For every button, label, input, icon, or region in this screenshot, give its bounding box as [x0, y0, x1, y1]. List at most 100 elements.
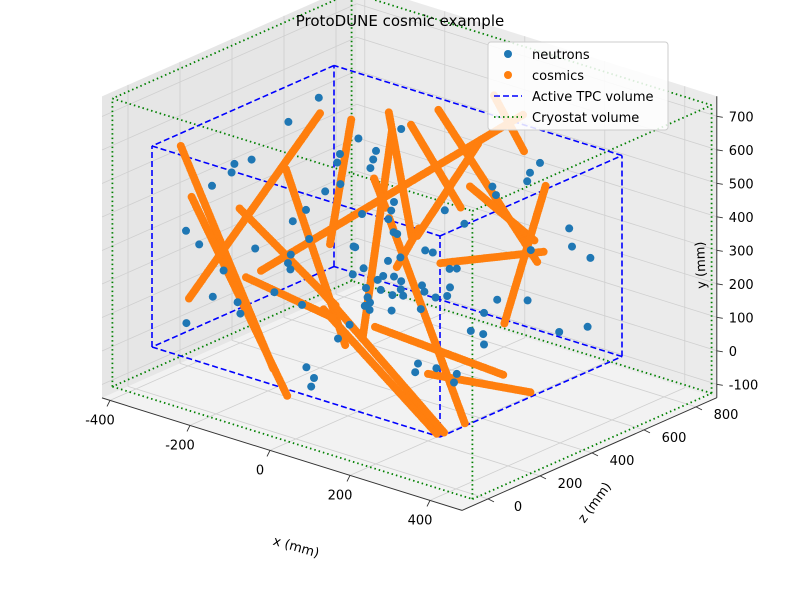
neutron-point: [230, 159, 239, 168]
neutron-point: [358, 210, 366, 218]
axes: -400 -200 0 200 400 0 200 400 600 800 -100 0 100 200 3…: [85, 96, 758, 528]
cosmic-point: [533, 257, 542, 266]
neutron-point: [195, 240, 204, 249]
y-tick-label: 400: [729, 211, 754, 226]
grid-y-back: [356, 237, 717, 352]
cosmic-point: [316, 109, 324, 118]
neutron-point: [411, 368, 420, 377]
neutron-point: [399, 291, 408, 300]
legend-label-neutrons: neutrons: [532, 48, 590, 63]
neutron-point: [555, 328, 564, 336]
y-tick: [716, 249, 723, 252]
neutron-point: [428, 248, 437, 257]
y-tick-label: 200: [729, 278, 754, 293]
legend: neutrons cosmics Active TPC volume Cryos…: [487, 41, 669, 131]
neutron-point: [384, 215, 393, 224]
y-tick: [716, 383, 723, 386]
z-tick: [643, 429, 651, 434]
neutron-point: [387, 206, 396, 215]
neutron-point: [523, 177, 532, 186]
z-tick-label: 400: [610, 454, 635, 469]
z-tick-label: 800: [714, 408, 739, 423]
x-axis-line: [101, 397, 463, 511]
x-tick-label: -200: [165, 438, 195, 453]
cosmic-point: [460, 419, 469, 428]
cosmic-point: [466, 182, 474, 191]
neutron-point: [284, 117, 293, 126]
neutron-point: [460, 219, 469, 228]
neutron-point: [432, 364, 441, 373]
neutron-point: [376, 285, 385, 294]
neutron-point: [420, 287, 429, 296]
neutron-point: [298, 300, 306, 309]
neutron-point: [480, 340, 488, 349]
cosmic-point: [326, 240, 334, 249]
grid-x-floor: [189, 312, 445, 426]
grid-z-floor: [179, 363, 541, 477]
cosmic-point: [500, 319, 509, 328]
grid-z-floor: [127, 386, 489, 500]
neutron-point: [233, 298, 242, 307]
cosmic-point: [499, 370, 508, 379]
neutron-point: [384, 256, 392, 265]
neutron-point: [488, 182, 497, 191]
neutron-point: [440, 206, 449, 215]
neutron-point: [414, 359, 422, 368]
legend-label-cosmics: cosmics: [532, 69, 584, 84]
y-axis-label: y (mm): [693, 241, 710, 289]
y-tick-label: 500: [729, 177, 754, 192]
y-tick: [716, 350, 723, 353]
active-tpc-volume-edge: [439, 154, 623, 237]
cosmic-point: [341, 341, 350, 350]
neutron-point: [219, 266, 228, 275]
neutron-point: [536, 158, 544, 167]
z-tick: [539, 475, 547, 480]
z-tick-label: 600: [662, 431, 687, 446]
neutron-point: [393, 230, 402, 238]
neutron-point: [354, 134, 363, 143]
neutron-point: [363, 293, 372, 302]
neutron-point: [418, 281, 426, 290]
y-tick-label: 100: [729, 311, 754, 326]
active-tpc-volume-edge: [333, 64, 623, 157]
neutron-point: [480, 308, 488, 317]
neutron-point: [208, 292, 217, 301]
y-tick: [716, 316, 723, 319]
y-tick-label: 300: [729, 244, 754, 259]
neutron-point: [416, 305, 425, 314]
cosmic-point: [283, 391, 292, 400]
neutron-point: [351, 243, 360, 252]
neutron-point: [286, 250, 295, 259]
neutron-point: [348, 270, 357, 279]
grid-x-floor: [429, 387, 685, 501]
active-tpc-volume-edge: [151, 64, 335, 147]
neutron-point: [387, 306, 396, 315]
cryostat-volume-edge: [472, 104, 712, 212]
neutron-point: [336, 180, 345, 189]
neutron-point: [446, 283, 454, 292]
grid-y-back: [356, 137, 717, 251]
neutron-point: [345, 320, 354, 329]
neutron-point: [379, 272, 388, 280]
y-tick: [716, 216, 723, 219]
y-tick: [716, 115, 723, 118]
grid-y-left: [101, 3, 357, 117]
neutron-point: [236, 309, 245, 318]
neutron-point: [431, 293, 440, 302]
z-tick-label: 0: [514, 500, 522, 515]
z-axis-line: [461, 397, 718, 511]
active-tpc-volume-edge: [333, 265, 623, 358]
legend-label-cryostat: Cryostat volume: [532, 111, 639, 126]
neutron-point: [445, 264, 454, 273]
neutron-point: [397, 277, 406, 286]
cosmic-point: [526, 388, 535, 397]
cosmic-point: [520, 147, 528, 156]
cosmic-point: [331, 301, 340, 310]
x-tick: [426, 500, 431, 507]
neutron-point: [360, 301, 369, 310]
neutron-point: [302, 363, 311, 372]
neutron-point: [396, 253, 405, 262]
neutron-point: [452, 264, 461, 273]
neutron-point: [336, 150, 344, 158]
